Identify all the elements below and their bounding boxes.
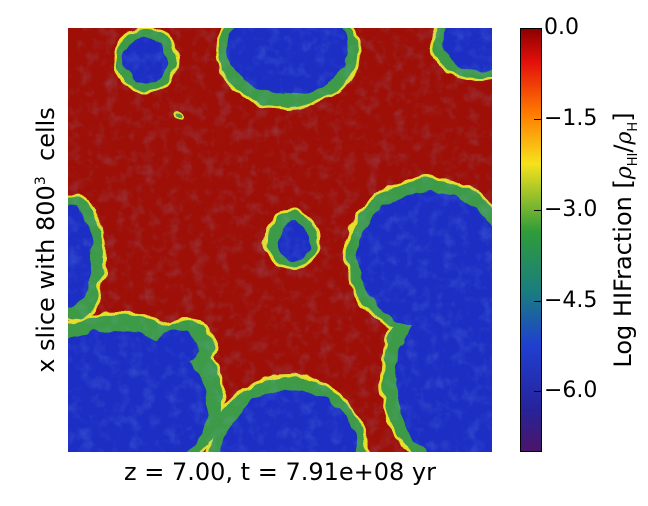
colorbar-gradient <box>520 28 542 452</box>
colorbar-tick-mark <box>534 28 542 29</box>
colorbar <box>520 28 542 452</box>
colorbar-label-slash: / <box>609 144 638 153</box>
y-axis-label-suffix: cells <box>32 107 60 177</box>
colorbar-tick-label: −4.5 <box>544 288 598 313</box>
colorbar-tick-mark <box>534 301 542 302</box>
y-axis-label-exponent: 3 <box>33 176 49 186</box>
colorbar-tick-mark <box>534 210 542 211</box>
colorbar-label: Log HIFraction [ρHI/ρH] <box>609 112 641 367</box>
colorbar-tick-mark <box>534 391 542 392</box>
colorbar-label-suffix: ] <box>609 112 638 122</box>
texture-overlay <box>68 28 492 452</box>
colorbar-tick-label: 0.0 <box>544 15 579 40</box>
x-axis-label: z = 7.00, t = 7.91e+08 yr <box>124 458 436 486</box>
colorbar-tick-mark <box>534 119 542 120</box>
y-axis-label: x slice with 8003 cells <box>32 107 60 373</box>
colorbar-label-hi: HI <box>625 152 641 167</box>
slice-image <box>68 28 492 452</box>
colorbar-label-prefix: Log HIFraction [ <box>609 179 638 368</box>
colorbar-label-h: H <box>625 121 641 132</box>
y-axis-label-text: x slice with 800 <box>32 185 60 373</box>
colorbar-label-rho: ρ <box>612 166 638 180</box>
colorbar-label-rho2: ρ <box>612 131 638 145</box>
colorbar-tick-label: −3.0 <box>544 197 598 222</box>
colorbar-tick-label: −6.0 <box>544 378 598 403</box>
colorbar-tick-label: −1.5 <box>544 106 598 131</box>
hi-fraction-slice <box>68 28 492 452</box>
